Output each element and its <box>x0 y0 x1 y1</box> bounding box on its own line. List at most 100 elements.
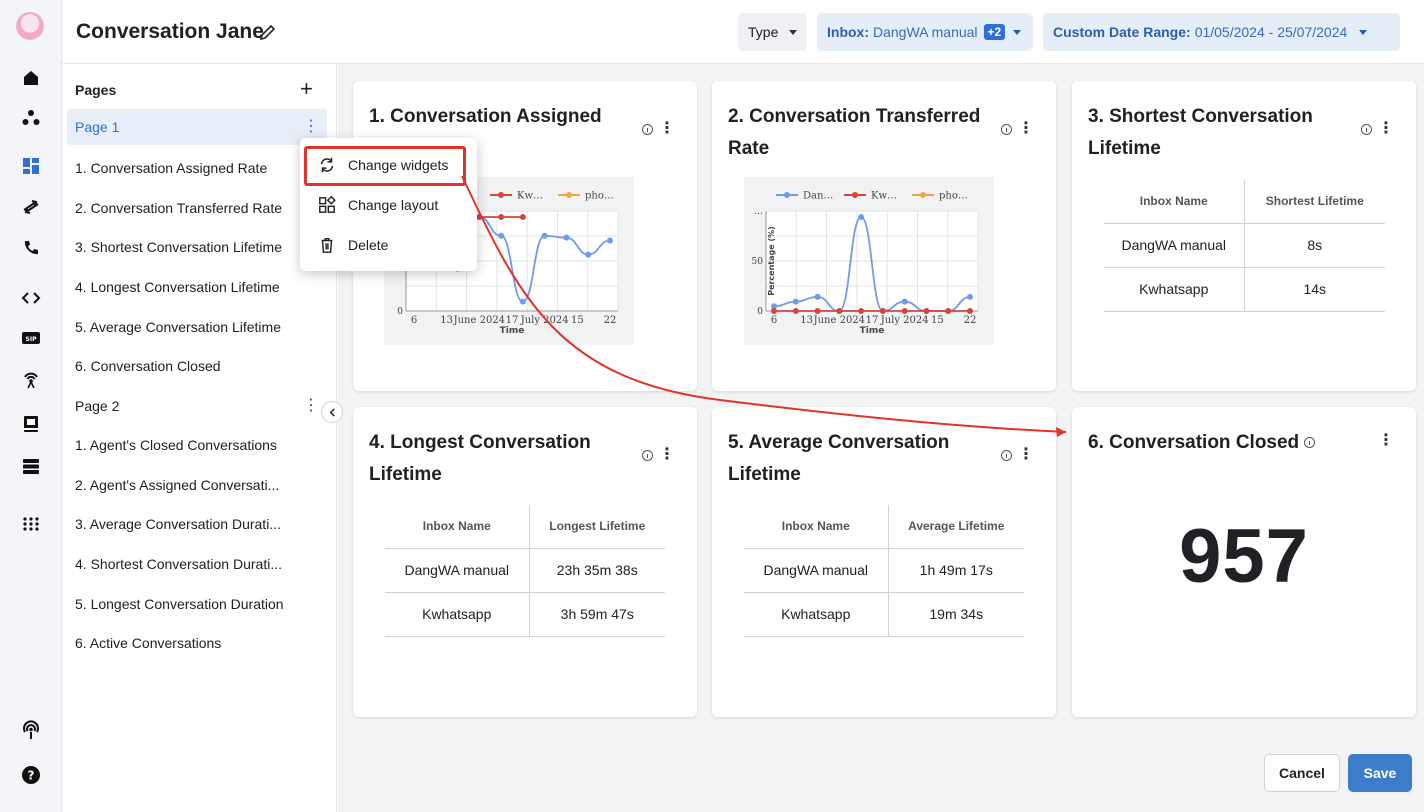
legend-marker <box>920 192 926 198</box>
widget-item[interactable]: 2. Agent's Assigned Conversati... <box>67 467 327 503</box>
workspace-logo[interactable] <box>16 12 44 40</box>
help-icon[interactable]: ? <box>19 763 43 787</box>
code-icon[interactable] <box>19 286 43 310</box>
info-icon[interactable] <box>642 449 653 461</box>
table-cell: 1h 49m 17s <box>887 548 1024 593</box>
inbox-icon[interactable] <box>19 412 43 436</box>
widget-card-transferred-rate[interactable]: 2. Conversation Transferred Rate ⋮ Dan… K… <box>712 81 1056 391</box>
legend-label: Kw… <box>517 191 543 202</box>
info-icon[interactable] <box>642 123 653 135</box>
widget-item[interactable]: 2. Conversation Transferred Rate <box>67 190 327 226</box>
delete-menu-item[interactable]: Delete <box>300 226 477 264</box>
x-tick-label: 17 <box>866 315 879 326</box>
table-header: Inbox Name <box>1104 180 1244 224</box>
data-point <box>836 308 843 314</box>
data-point <box>792 298 799 305</box>
info-icon[interactable] <box>1001 123 1012 135</box>
table-row: Kwhatsapp 14s <box>1104 267 1385 312</box>
table-row: DangWA manual 1h 49m 17s <box>744 548 1024 593</box>
table-row: Kwhatsapp 19m 34s <box>744 592 1024 637</box>
table-cell: DangWA manual <box>744 548 888 593</box>
date-range-dropdown[interactable]: Custom Date Range: 01/05/2024 - 25/07/20… <box>1043 13 1400 51</box>
table-cell: 8s <box>1243 223 1385 268</box>
x-tick-label: 15 <box>931 315 944 326</box>
table-row: Kwhatsapp 3h 59m 47s <box>385 592 665 637</box>
x-axis-title: Time <box>500 326 525 336</box>
data-point <box>607 237 613 244</box>
save-button[interactable]: Save <box>1348 754 1412 792</box>
cancel-button[interactable]: Cancel <box>1264 754 1340 792</box>
widget-kebab-menu-icon[interactable]: ⋮ <box>659 446 675 463</box>
podcast-icon[interactable] <box>19 718 43 742</box>
transferred-rate-line-chart: Dan… Kw… pho… 6 13 June 2024 17 July 2024 15 22 0 5… <box>752 191 979 336</box>
widget-item[interactable]: 6. Active Conversations <box>67 625 327 661</box>
widget-title: 6. Conversation Closed <box>1088 427 1358 459</box>
x-tick-label: 13 <box>800 315 813 326</box>
data-point <box>498 232 505 239</box>
phone-icon[interactable] <box>19 236 43 260</box>
collapse-panel-button[interactable] <box>321 401 343 423</box>
apps-grid-icon[interactable] <box>19 512 43 536</box>
widget-title: 5. Average Conversation Lifetime <box>728 432 950 485</box>
x-tick-label: 22 <box>604 315 617 326</box>
widget-item[interactable]: 3. Average Conversation Durati... <box>67 506 327 542</box>
data-point <box>498 214 505 220</box>
widget-item[interactable]: 1. Conversation Assigned Rate <box>67 150 327 186</box>
legend-label: pho… <box>585 191 614 202</box>
broadcast-icon[interactable] <box>19 367 43 391</box>
x-tick-label: 22 <box>964 315 977 326</box>
change-widgets-menu-item[interactable]: Change widgets <box>300 146 477 184</box>
pencil-icon[interactable] <box>258 22 278 42</box>
info-icon[interactable] <box>1304 437 1316 449</box>
sip-icon[interactable]: SIP <box>19 326 43 350</box>
contacts-icon[interactable] <box>19 106 43 130</box>
page-item-page-2[interactable]: Page 2 ⋮ <box>67 388 327 424</box>
widget-item-label: 2. Conversation Transferred Rate <box>75 200 282 216</box>
page-item-page-1[interactable]: Page 1 ⋮ <box>67 109 327 145</box>
add-page-button[interactable]: + <box>300 76 313 101</box>
widget-kebab-menu-icon[interactable]: ⋮ <box>1378 120 1394 137</box>
page-2-kebab-menu-icon[interactable]: ⋮ <box>303 397 319 414</box>
widget-item[interactable]: 4. Shortest Conversation Durati... <box>67 546 327 582</box>
inbox-extra-count-badge: +2 <box>983 24 1006 40</box>
widget-item-label: 3. Average Conversation Durati... <box>75 516 281 532</box>
widget-card-longest-lifetime[interactable]: 4. Longest Conversation Lifetime ⋮ Inbox… <box>353 407 697 717</box>
widget-item[interactable]: 5. Average Conversation Lifetime <box>67 309 327 345</box>
storage-icon[interactable] <box>19 454 43 478</box>
inbox-filter-dropdown[interactable]: Inbox: DangWA manual +2 <box>817 13 1033 51</box>
longest-lifetime-table: Inbox Name Longest Lifetime DangWA manua… <box>385 505 665 637</box>
widget-card-shortest-lifetime[interactable]: 3. Shortest Conversation Lifetime ⋮ Inbo… <box>1072 81 1416 391</box>
info-icon[interactable] <box>1361 123 1372 135</box>
widget-card-conversation-closed[interactable]: 6. Conversation Closed ⋮ 957 <box>1072 407 1416 717</box>
type-filter-dropdown[interactable]: Type <box>738 13 807 51</box>
widget-item[interactable]: 4. Longest Conversation Lifetime <box>67 269 327 305</box>
info-icon[interactable] <box>1001 449 1012 461</box>
x-tick-label: July 2024 <box>520 315 569 326</box>
transfer-icon[interactable] <box>19 195 43 219</box>
date-range-key: Custom Date Range: <box>1053 24 1191 40</box>
widget-kebab-menu-icon[interactable]: ⋮ <box>1018 120 1034 137</box>
widget-kebab-menu-icon[interactable]: ⋮ <box>1018 446 1034 463</box>
widget-item[interactable]: 3. Shortest Conversation Lifetime <box>67 229 327 265</box>
table-cell: Kwhatsapp <box>385 592 529 637</box>
table-cell: 3h 59m 47s <box>528 592 665 637</box>
change-widgets-label: Change widgets <box>348 157 449 173</box>
widget-item[interactable]: 5. Longest Conversation Duration <box>67 586 327 622</box>
home-icon[interactable] <box>19 66 43 90</box>
widget-item-label: 6. Conversation Closed <box>75 358 221 374</box>
dashboard-icon[interactable] <box>19 154 43 178</box>
y-tick-label: 0 <box>397 307 403 317</box>
widget-item[interactable]: 6. Conversation Closed <box>67 348 327 384</box>
widget-card-average-lifetime[interactable]: 5. Average Conversation Lifetime ⋮ Inbox… <box>712 407 1056 717</box>
widget-item-label: 6. Active Conversations <box>75 635 222 651</box>
x-tick-label: 6 <box>771 315 777 326</box>
widget-kebab-menu-icon[interactable]: ⋮ <box>1378 432 1394 449</box>
page-1-kebab-menu-icon[interactable]: ⋮ <box>303 118 319 135</box>
transferred-rate-chart: Dan… Kw… pho… 6 13 June 2024 17 July 2024 15 22 0 5… <box>744 177 994 345</box>
change-layout-menu-item[interactable]: Change layout <box>300 186 477 224</box>
chevron-down-icon <box>1013 29 1022 35</box>
y-tick-label: 50 <box>752 257 764 267</box>
x-tick-label: 17 <box>506 315 519 326</box>
widget-item[interactable]: 1. Agent's Closed Conversations <box>67 427 327 463</box>
widget-kebab-menu-icon[interactable]: ⋮ <box>659 120 675 137</box>
